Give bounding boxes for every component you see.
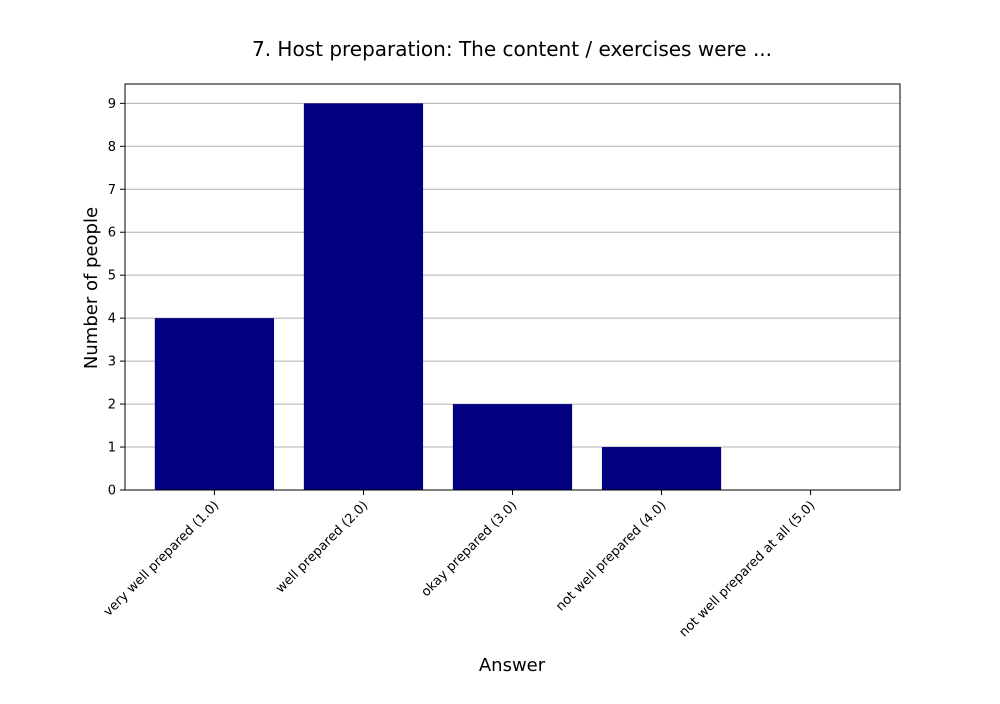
x-tick-label: okay prepared (3.0)	[419, 498, 521, 600]
x-tick-label: well prepared (2.0)	[273, 498, 371, 596]
bar	[303, 103, 424, 490]
y-tick-label: 1	[108, 441, 116, 456]
y-tick-label: 8	[108, 140, 116, 155]
y-tick-label: 3	[108, 355, 116, 370]
x-tick-label: not well prepared at all (5.0)	[676, 498, 818, 640]
y-tick-label: 7	[108, 183, 116, 198]
axes	[120, 83, 901, 495]
y-tick-label: 5	[108, 269, 116, 284]
bars	[154, 103, 722, 490]
y-tick-label: 9	[108, 97, 116, 112]
bar	[452, 404, 573, 490]
y-tick-label: 0	[108, 484, 116, 499]
x-tick-label: very well prepared (1.0)	[101, 498, 222, 619]
y-tick-label: 4	[108, 312, 116, 327]
y-tick-label: 6	[108, 226, 116, 241]
y-axis-label: Number of people	[81, 207, 102, 369]
chart-title: 7. Host preparation: The content / exerc…	[252, 37, 772, 61]
x-tick-label: not well prepared (4.0)	[553, 498, 669, 614]
bar	[154, 318, 275, 490]
y-tick-label: 2	[108, 398, 116, 413]
x-axis-label: Answer	[479, 655, 546, 676]
bar	[601, 447, 722, 490]
